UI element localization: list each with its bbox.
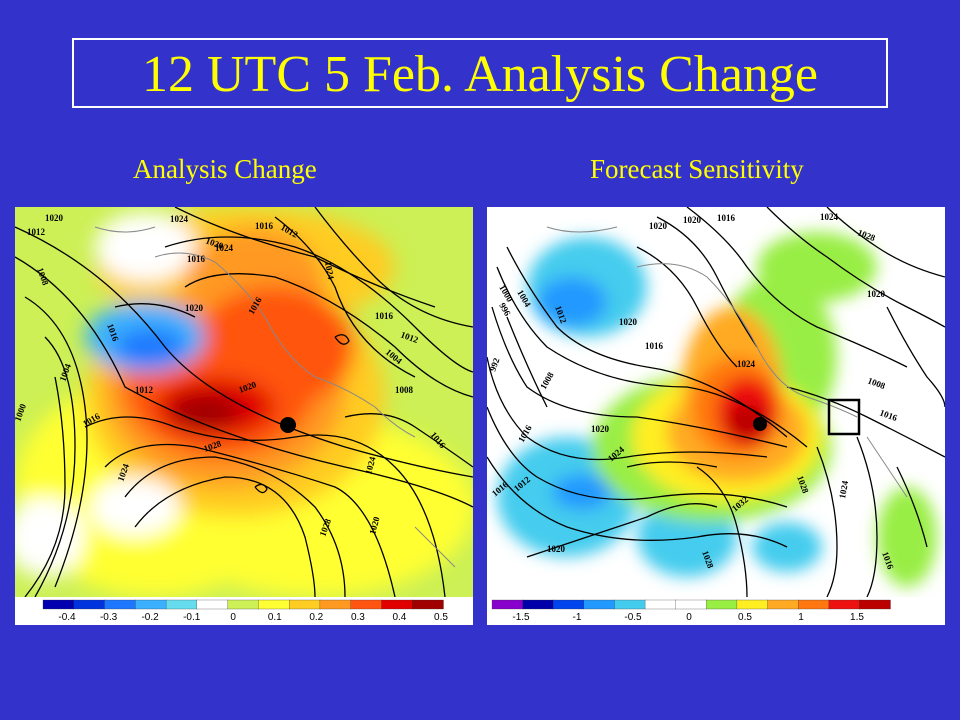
analysis-change-map: 1020 1012 1008 1016 1004 1000 1024 1016 … <box>15 207 473 625</box>
colorbar-swatch <box>828 599 861 610</box>
location-marker-dot <box>753 417 767 431</box>
colorbar-swatch <box>767 599 799 610</box>
contour-label: 1020 <box>591 424 610 434</box>
coastlines <box>546 226 908 498</box>
contour-label: 1020 <box>367 515 381 535</box>
colorbar-analysis-change <box>42 599 444 610</box>
colorbar-ticks: -1.5 -1 -0.5 0 0.5 1 1.5 <box>512 612 864 623</box>
colorbar-swatch <box>319 599 352 610</box>
contour-label: 1024 <box>837 479 850 499</box>
contour-label: 1024 <box>737 359 756 369</box>
contour-label: 1020 <box>45 213 64 223</box>
coastlines <box>94 226 456 568</box>
colorbar-tick-label: -1 <box>573 612 582 623</box>
contour-label: 1016 <box>645 341 664 351</box>
colorbar-tick-label: -0.5 <box>624 612 642 623</box>
colorbar-tick-label: 0.1 <box>268 612 282 623</box>
colorbar-tick-label: 0.3 <box>351 612 365 623</box>
analysis-change-fill <box>15 207 473 597</box>
pressure-contours <box>15 207 473 598</box>
contour-label: 1024 <box>215 243 234 253</box>
contour-label: 1020 <box>867 289 886 299</box>
colorbar-swatch <box>135 599 167 610</box>
analysis-change-map-svg: 1020 1012 1008 1016 1004 1000 1024 1016 … <box>15 207 473 625</box>
forecast-sensitivity-fill <box>497 232 937 587</box>
target-region-box <box>827 398 861 436</box>
colorbar-swatch <box>798 599 830 610</box>
colorbar-swatch <box>706 599 738 610</box>
colorbar-forecast-sensitivity <box>491 599 891 610</box>
title-box: 12 UTC 5 Feb. Analysis Change <box>72 38 888 108</box>
contour-label: 1024 <box>363 455 377 475</box>
page-title: 12 UTC 5 Feb. Analysis Change <box>142 46 818 103</box>
colorbar-tick-label: 0.5 <box>434 612 448 623</box>
colorbar-swatch <box>522 599 554 610</box>
pressure-contours <box>487 207 945 598</box>
colorbar-swatch <box>258 599 290 610</box>
colorbar-tick-label: -0.4 <box>58 612 76 623</box>
contour-label: 1024 <box>820 212 839 222</box>
contour-label: 1024 <box>170 214 189 224</box>
colorbar-swatch <box>350 599 383 610</box>
colorbar-tick-label: 1.5 <box>850 612 864 623</box>
colorbar-tick-label: 1 <box>798 612 804 623</box>
contour-label: 1020 <box>547 544 566 554</box>
colorbar-swatch <box>859 599 891 610</box>
colorbar-tick-label: 0.2 <box>309 612 323 623</box>
contour-label: 992 <box>487 356 501 373</box>
colorbar-swatch <box>553 599 585 610</box>
colorbar-swatch <box>675 599 707 610</box>
colorbar-tick-label: -0.3 <box>100 612 118 623</box>
colorbar-swatch <box>73 599 106 610</box>
contour-label: 1008 <box>395 385 414 395</box>
colorbar-swatch <box>289 599 321 610</box>
contour-label: 1016 <box>375 311 394 321</box>
forecast-sensitivity-map-svg: 1020 1020 1016 1024 1028 1004 1000 996 9… <box>487 207 945 625</box>
colorbar-swatch <box>644 599 677 610</box>
contour-label: 1024 <box>323 261 336 281</box>
colorbar-swatch <box>196 599 229 610</box>
colorbar-swatch <box>412 599 444 610</box>
colorbar-swatch <box>104 599 136 610</box>
colorbar-tick-label: 0 <box>686 612 692 623</box>
colorbar-tick-label: -0.1 <box>183 612 201 623</box>
panel-title-forecast-sensitivity: Forecast Sensitivity <box>590 154 804 184</box>
contour-label: 1016 <box>255 221 274 231</box>
forecast-sensitivity-map: 1020 1020 1016 1024 1028 1004 1000 996 9… <box>487 207 945 625</box>
colorbar-swatch <box>583 599 616 610</box>
contour-label: 1020 <box>619 317 638 327</box>
colorbar-ticks: -0.4 -0.3 -0.2 -0.1 0 0.1 0.2 0.3 0.4 0.… <box>58 612 448 623</box>
colorbar-swatch <box>381 599 413 610</box>
contour-label: 1016 <box>717 213 736 223</box>
colorbar-tick-label: 0.5 <box>738 612 752 623</box>
colorbar-swatch <box>227 599 260 610</box>
colorbar-swatch <box>491 599 524 610</box>
colorbar-swatch <box>42 599 75 610</box>
colorbar-tick-label: 0.4 <box>392 612 406 623</box>
colorbar-swatch <box>736 599 769 610</box>
colorbar-swatch <box>165 599 198 610</box>
colorbar-tick-label: -1.5 <box>512 612 530 623</box>
contour-label: 1020 <box>185 303 204 313</box>
contour-label: 1016 <box>187 254 206 264</box>
contour-label: 1020 <box>649 221 668 231</box>
contour-label: 1020 <box>683 215 702 225</box>
colorbar-tick-label: -0.2 <box>141 612 159 623</box>
contour-label: 1012 <box>135 385 154 395</box>
colorbar-tick-label: 0 <box>230 612 236 623</box>
panel-title-analysis-change: Analysis Change <box>133 154 317 184</box>
colorbar-swatch <box>614 599 646 610</box>
contour-label: 1012 <box>27 227 46 237</box>
location-marker-dot <box>280 417 296 433</box>
